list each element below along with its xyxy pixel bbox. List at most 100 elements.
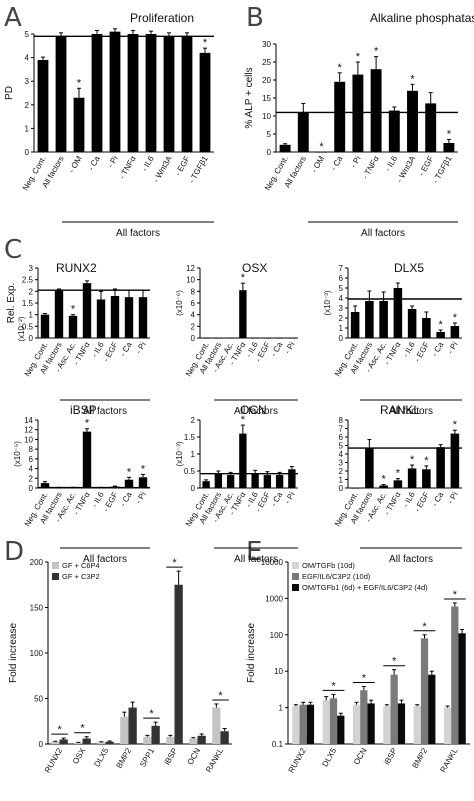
group-label: All factors [83, 554, 127, 565]
significance-star: * [362, 672, 367, 684]
x-tick-label: OCN [186, 746, 203, 766]
x-tick-label: - EGF [101, 490, 120, 513]
x-tick-label: - OM [67, 154, 84, 174]
y-axis-label: Fold increase [8, 623, 19, 683]
significance-star: * [71, 304, 76, 316]
bar [329, 698, 338, 744]
x-tick-label: - Ca [118, 340, 134, 358]
x-tick-label: - OM [310, 154, 327, 174]
y-tick-label: 4 [191, 311, 196, 320]
bar [316, 152, 327, 153]
significance-star: * [218, 690, 223, 702]
y-tick-label: 1.5 [22, 299, 34, 308]
bar [379, 485, 388, 488]
y-tick-label: 5 [339, 442, 344, 451]
significance-star: * [203, 37, 208, 49]
bar [220, 731, 229, 744]
panel-letter-d: D [4, 537, 24, 567]
y-tick-label: 6 [339, 274, 344, 283]
y-tick-label: 0 [339, 484, 344, 493]
chart-title: OSX [242, 261, 267, 275]
panel-letters: A B C D E [4, 3, 264, 567]
x-tick-label: RUNX2 [43, 746, 65, 774]
x-tick-label: - Ca [329, 154, 345, 172]
x-tick-label: - EGF [173, 154, 192, 177]
bar [322, 700, 330, 744]
x-tick-label: - Pi [349, 154, 363, 169]
bar [199, 52, 211, 152]
bar [110, 296, 120, 338]
x-tick-label: RANKL [438, 746, 459, 774]
significance-star: * [80, 723, 85, 735]
bar [337, 715, 345, 744]
bar [82, 738, 91, 744]
bar [306, 704, 315, 744]
x-tick-label: - Ca [118, 490, 134, 508]
bar [275, 338, 284, 339]
y-axis-multiplier: (x10⁻⁵) [13, 441, 22, 467]
legend-swatch [292, 584, 299, 591]
bar [91, 34, 103, 152]
bar [73, 97, 85, 152]
y-tick-label: 2 [191, 322, 196, 331]
bar [54, 290, 64, 338]
bar [120, 716, 129, 744]
y-tick-label: 8 [29, 445, 34, 454]
bar [239, 290, 247, 338]
y-axis-multiplier: (x10⁻²) [17, 316, 26, 341]
bar [127, 34, 139, 152]
significance-star: * [422, 621, 427, 633]
y-tick-label: 7 [339, 425, 344, 434]
bar [143, 736, 152, 744]
y-tick-label: 4 [339, 294, 344, 303]
legend-label: EGF/IL6/C3P2 (10d) [302, 572, 371, 581]
x-tick-label: - Ca [269, 340, 285, 358]
y-tick-label: 15 [262, 94, 271, 103]
chart-title: RANKL [380, 403, 420, 417]
y-tick-label: 2 [29, 287, 34, 296]
y-tick-label: 2 [29, 474, 34, 483]
y-axis-multiplier: (x10⁻³) [323, 290, 332, 315]
bar [360, 690, 368, 744]
x-tick-label: RANKL [204, 746, 225, 774]
y-axis-multiplier: (x10⁻³) [175, 441, 184, 466]
y-tick-label: 8 [191, 287, 196, 296]
legend-label: OM/TGFb1 (6d) + EGF/IL6/C3P2 (4d) [302, 583, 428, 592]
bar [275, 475, 284, 488]
x-tick-label: - Pi [283, 490, 297, 505]
bar [413, 706, 421, 744]
panel-letter-c: C [4, 235, 22, 265]
legend-swatch [52, 562, 59, 569]
y-tick-label: 0.5 [184, 467, 196, 476]
y-tick-label: 1 [25, 124, 30, 133]
bar [109, 31, 121, 152]
bar [239, 433, 247, 488]
bar [383, 706, 391, 744]
group-label: All factors [116, 228, 160, 239]
group-label: All factors [234, 406, 278, 417]
x-tick-label: - EGF [417, 154, 436, 177]
bar [397, 703, 406, 744]
y-tick-label: 1 [339, 324, 344, 333]
significance-star: * [410, 454, 415, 466]
bar [443, 143, 455, 152]
x-tick-label: - Wnt3A [151, 154, 174, 184]
y-tick-label: 4 [25, 54, 30, 63]
bar [407, 468, 417, 488]
significance-star: * [57, 724, 62, 736]
y-tick-label: 0 [39, 740, 44, 749]
y-tick-label: 0 [25, 148, 30, 157]
bar [151, 725, 160, 744]
y-tick-label: 0 [339, 334, 344, 343]
x-tick-label: - Ca [86, 154, 102, 172]
significance-star: * [447, 128, 452, 140]
bar [390, 674, 398, 744]
x-tick-label: - Pi [283, 340, 297, 355]
significance-star: * [172, 557, 177, 569]
bar [334, 81, 346, 152]
y-tick-label: 6 [191, 299, 196, 308]
y-axis-label: Fold increase [246, 623, 257, 683]
y-tick-label: 100 [270, 631, 284, 640]
significance-star: * [453, 589, 458, 601]
